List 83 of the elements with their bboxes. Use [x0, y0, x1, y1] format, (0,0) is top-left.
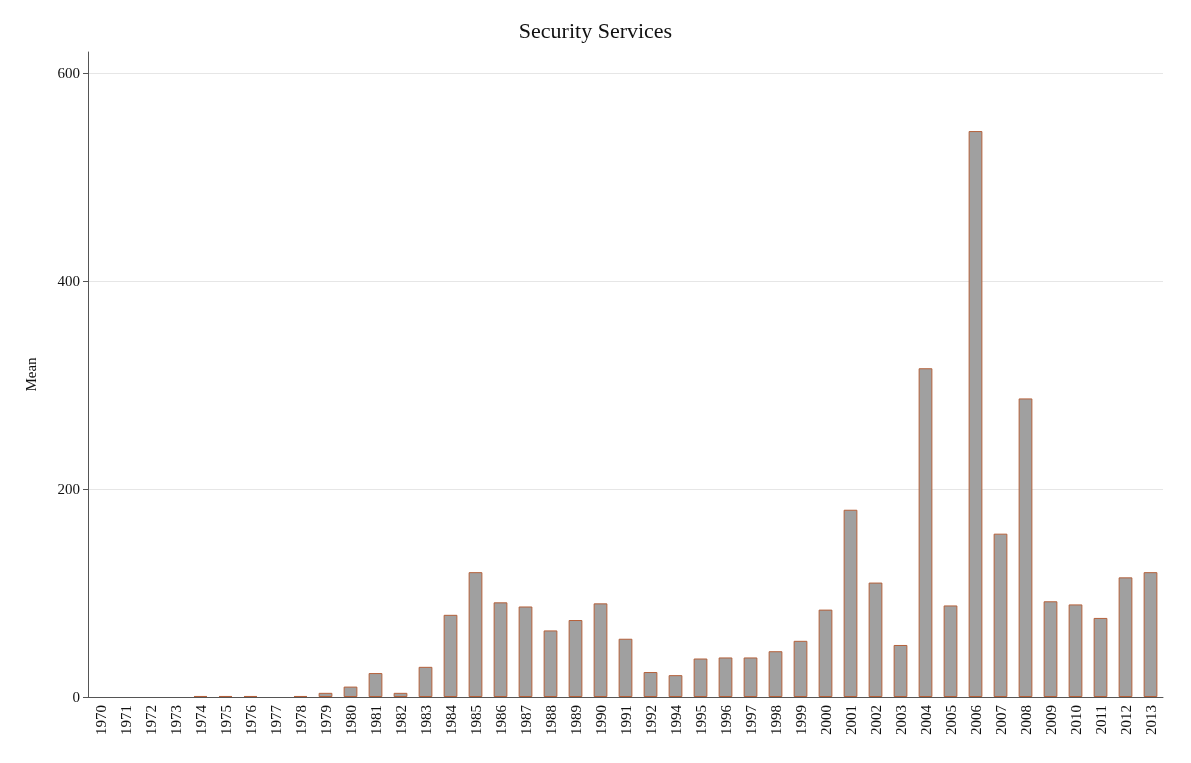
bar [393, 692, 408, 697]
bar [443, 614, 458, 697]
x-tick-label: 1974 [192, 704, 209, 735]
bar [918, 368, 933, 697]
x-tick-label: 1997 [742, 704, 759, 735]
x-tick-label: 2001 [842, 705, 859, 735]
x-tick-label: 2013 [1142, 705, 1159, 735]
bar [943, 605, 958, 697]
x-tick-label: 1976 [242, 704, 259, 735]
x-tick-label: 1973 [167, 705, 184, 735]
bar [543, 630, 558, 697]
x-tick-label: 1972 [142, 705, 159, 735]
bar [1043, 601, 1058, 697]
bar [768, 651, 783, 697]
bar [893, 644, 908, 697]
x-tick-label: 1994 [667, 704, 684, 735]
x-tick-label: 2010 [1067, 705, 1084, 735]
x-tick-label: 1991 [617, 705, 634, 735]
x-tick-label: 1975 [217, 705, 234, 735]
bar [993, 533, 1008, 697]
x-tick-label: 2012 [1117, 705, 1134, 735]
x-tick-label: 2004 [917, 704, 934, 735]
y-tick-label: 0 [72, 689, 80, 705]
x-tick-label: 1981 [367, 705, 384, 735]
bar [518, 606, 533, 697]
x-tick-label: 1980 [342, 705, 359, 735]
bar [843, 509, 858, 697]
x-tick-label: 1977 [267, 704, 284, 735]
bar [1068, 604, 1083, 697]
x-tick-label: 1998 [767, 705, 784, 735]
bar [968, 131, 983, 697]
x-tick-label: 2011 [1092, 705, 1109, 735]
x-tick-label: 2002 [867, 705, 884, 735]
y-tick-label: 600 [57, 64, 80, 81]
x-tick-label: 1978 [292, 705, 309, 735]
x-tick-label: 1971 [117, 705, 134, 735]
bar [743, 657, 758, 697]
bar [618, 638, 633, 697]
x-tick-label: 1989 [567, 705, 584, 735]
y-axis-title: Mean [22, 356, 39, 392]
x-tick-label: 1982 [392, 705, 409, 735]
bar [468, 572, 483, 697]
bar [1143, 572, 1158, 697]
bar [693, 658, 708, 697]
y-tick-label: 200 [57, 480, 80, 497]
x-tick-label: 1983 [417, 705, 434, 735]
bar [793, 640, 808, 697]
x-tick-label: 2008 [1017, 705, 1034, 735]
bar [568, 620, 583, 697]
bar [643, 672, 658, 697]
x-tick-label: 2006 [967, 704, 984, 735]
bar [368, 673, 383, 697]
x-tick-label: 1995 [692, 705, 709, 735]
bar [593, 603, 608, 697]
bar [418, 666, 433, 697]
chart-title: Security Services [518, 17, 673, 43]
x-tick-label: 1986 [492, 704, 509, 735]
bar [818, 609, 833, 697]
bar [493, 602, 508, 697]
x-tick-label: 1996 [717, 704, 734, 735]
x-tick-label: 2009 [1042, 705, 1059, 735]
bar [668, 675, 683, 697]
x-tick-label: 2003 [892, 705, 909, 735]
x-tick-label: 2000 [817, 705, 834, 735]
x-tick-label: 1990 [592, 705, 609, 735]
x-tick-label: 1979 [317, 705, 334, 735]
bar [1018, 398, 1033, 697]
bar [1093, 617, 1108, 697]
x-tick-label: 1999 [792, 705, 809, 735]
bar [868, 582, 883, 697]
x-tick-label: 1985 [467, 705, 484, 735]
x-tick-label: 1988 [542, 705, 559, 735]
x-tick-label: 1984 [442, 704, 459, 735]
bar [1118, 577, 1133, 697]
x-tick-label: 1992 [642, 705, 659, 735]
x-tick-label: 1970 [92, 705, 109, 735]
x-tick-label: 1987 [517, 704, 534, 735]
bar [343, 686, 358, 697]
y-tick-label: 400 [57, 272, 80, 289]
x-tick-label: 2007 [992, 704, 1009, 735]
bar [318, 692, 333, 697]
x-tick-label: 2005 [942, 705, 959, 735]
bar [718, 657, 733, 697]
